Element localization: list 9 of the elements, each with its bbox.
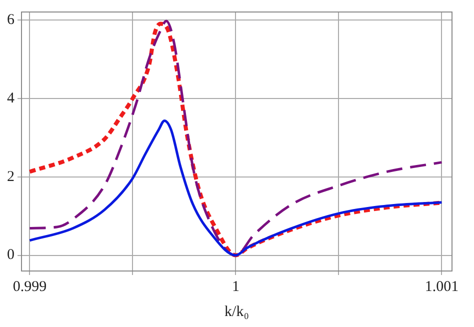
y-tick-label: 4 [7, 90, 15, 106]
x-tick-label: 1 [232, 278, 240, 295]
line-series [28, 119, 443, 257]
y-tick-label: 6 [7, 12, 15, 28]
x-axis-title: k/k₀ [224, 304, 249, 320]
x-tick-label: 0.999 [12, 278, 47, 295]
x-tick-label: 1.001 [424, 278, 459, 295]
y-tick-label: 2 [7, 168, 14, 185]
y-tick-label: 0 [7, 247, 14, 264]
